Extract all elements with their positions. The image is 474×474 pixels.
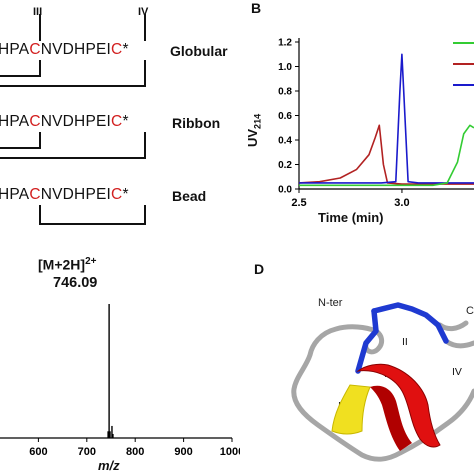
- cys-label-iii: III: [33, 6, 43, 18]
- bracket-globular-lower-2: [0, 60, 146, 87]
- hplc-y-tick-label: 0.2: [278, 160, 292, 171]
- cysteine-iii: C: [29, 113, 41, 130]
- disulfide-bond-i: [355, 308, 379, 374]
- hplc-y-tick-label: 0.6: [278, 111, 292, 122]
- hplc-series-line-2: [299, 124, 474, 187]
- hplc-x-tick-label: 3.0: [394, 197, 409, 209]
- cys-label-ii: II: [402, 336, 408, 348]
- disulfide-bond-i-ii: [371, 302, 441, 328]
- bracket-globular-lower-1: [0, 60, 41, 77]
- ms-xlabel: m/z: [98, 458, 120, 473]
- isomer-name-bead: Bead: [172, 188, 207, 204]
- ms-peak-ion-label: [M+2H]2+: [38, 256, 97, 273]
- hplc-y-tick-label: 0.8: [278, 87, 292, 98]
- hplc-series-line-1: [299, 53, 474, 184]
- ms-x-tick-label: 800: [126, 446, 144, 458]
- structure-cartoon: [291, 302, 474, 462]
- cys-label-iv-3d: IV: [452, 366, 462, 378]
- hplc-x-tick-label: 2.5: [291, 197, 306, 209]
- sequence-ribbon: HPACNVDHPEIC*: [0, 113, 129, 130]
- hplc-y-tick-label: 1.0: [278, 62, 292, 73]
- ms-chart: 600 700 800 900 1000: [0, 304, 240, 458]
- cys-label-iv: IV: [138, 6, 149, 18]
- hplc-y-tick-label: 1.2: [278, 38, 292, 49]
- bracket-ribbon-2: [0, 132, 146, 159]
- panel-letter-b: B: [251, 0, 262, 16]
- bracket-ribbon-1: [0, 132, 41, 149]
- hplc-plot-area: 0.0 0.2 0.4 0.6 0.8 1.0 1.2 2.5 3.0: [278, 38, 474, 209]
- hplc-chart: 0.0 0.2 0.4 0.6 0.8 1.0 1.2 2.5 3.0: [278, 38, 474, 209]
- ms-x-tick-label: 900: [174, 446, 192, 458]
- cysteine-iii: C: [29, 186, 41, 203]
- nter-label: N-ter: [318, 297, 343, 309]
- bracket-bead: [39, 205, 146, 225]
- sequence-globular: HPACNVDHPEIC*: [0, 41, 129, 58]
- hplc-y-tick-label: 0.4: [278, 136, 292, 147]
- ms-x-tick-label: 700: [78, 446, 96, 458]
- cysteine-iv: C: [111, 186, 123, 203]
- disulfide-brackets: [0, 14, 146, 225]
- hplc-y-tick-label: 0.0: [278, 185, 292, 196]
- helix-red-front: [356, 363, 441, 448]
- ms-peak-value: 746.09: [53, 275, 98, 291]
- isomer-name-ribbon: Ribbon: [172, 115, 221, 131]
- hplc-series-line-0: [298, 124, 474, 185]
- cysteine-iv: C: [111, 113, 123, 130]
- panel-letter-d: D: [254, 261, 265, 277]
- helix-yellow: [331, 384, 371, 435]
- hplc-xlabel: Time (min): [318, 210, 384, 225]
- ms-x-tick-label: 1000: [220, 446, 240, 458]
- sequence-bead: HPACNVDHPEIC*: [0, 186, 129, 203]
- isomer-name-globular: Globular: [170, 43, 228, 59]
- cysteine-iv: C: [111, 41, 123, 58]
- cysteine-iii: C: [29, 41, 41, 58]
- helix-red-back: [370, 385, 412, 451]
- disulfide-bond-iv: [435, 322, 449, 344]
- ms-plot-area: 600 700 800 900 1000: [0, 304, 240, 458]
- cter-label: C: [466, 305, 474, 317]
- ms-x-tick-label: 600: [29, 446, 47, 458]
- hplc-ylabel: UV214: [245, 113, 263, 147]
